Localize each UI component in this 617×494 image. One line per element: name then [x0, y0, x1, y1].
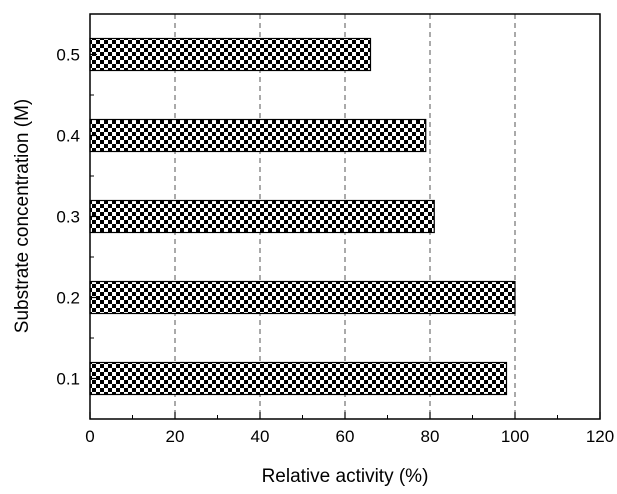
bar	[89, 361, 508, 396]
ticks: 0 20 40 60 80 100 120 0.1 0.2 0.3 0.4 0.5	[56, 46, 614, 447]
x-tick-label: 0	[85, 427, 94, 446]
x-tick-label: 40	[251, 427, 270, 446]
x-tick-label: 60	[336, 427, 355, 446]
x-tick-label: 20	[166, 427, 185, 446]
y-tick-label: 0.1	[56, 370, 80, 389]
x-tick-label: 80	[421, 427, 440, 446]
bar	[89, 280, 516, 315]
y-tick-label: 0.3	[56, 208, 80, 227]
x-tick-label: 100	[501, 427, 529, 446]
y-tick-label: 0.5	[56, 46, 80, 65]
y-axis-title: Substrate concentration (M)	[12, 99, 33, 333]
y-tick-label: 0.4	[56, 127, 80, 146]
bar	[89, 118, 427, 153]
x-tick-label: 120	[586, 427, 614, 446]
bar	[89, 199, 435, 234]
x-axis-title: Relative activity (%)	[262, 466, 429, 487]
bar	[89, 37, 372, 72]
y-tick-label: 0.2	[56, 289, 80, 308]
bars	[89, 37, 516, 396]
